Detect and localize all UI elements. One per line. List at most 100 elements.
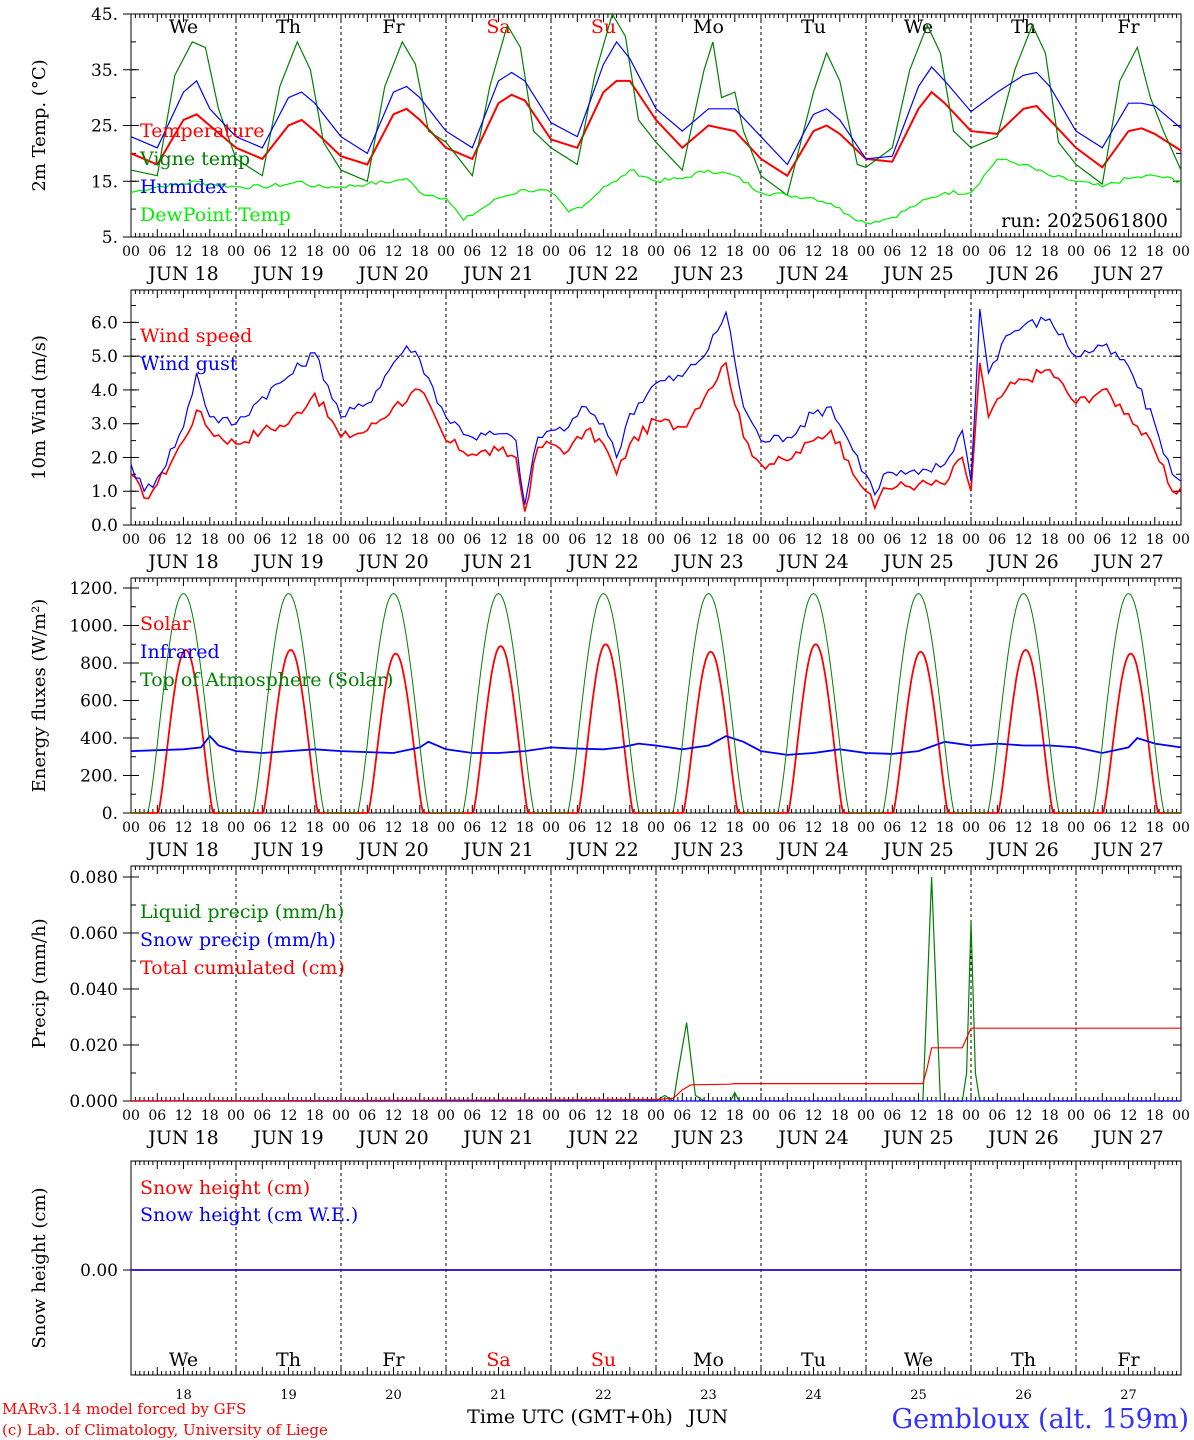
legend-total-cumulated-cm-: Total cumulated (cm) (140, 957, 345, 979)
hour-tick-label: 00 (542, 532, 560, 548)
hour-tick-label: 00 (1172, 532, 1190, 548)
hour-tick-label: 12 (805, 244, 823, 260)
hour-tick-label: 00 (1067, 1108, 1085, 1124)
snow-y-axis-label: Snow height (cm) (29, 1187, 50, 1348)
panel-precip: 0.000 0.020 0.040 0.060 0.080 Precip (mm/h) 00… (29, 865, 1190, 1149)
date-label: JUN 21 (461, 1127, 533, 1149)
hour-tick-label: 12 (385, 532, 403, 548)
hour-tick-label: 00 (647, 532, 665, 548)
hour-tick-label: 18 (201, 532, 219, 548)
hour-tick-label: 18 (621, 244, 639, 260)
energy-y-tick-label: 1200. (69, 579, 118, 599)
date-label: JUN 25 (881, 551, 953, 573)
temperature-series-humidex (130, 40, 1182, 166)
hour-tick-label: 06 (673, 820, 691, 836)
day-name-label: Tu (801, 1349, 826, 1371)
hour-tick-label: 12 (490, 1108, 508, 1124)
day-name-label: Tu (801, 16, 826, 38)
date-label: JUN 19 (251, 839, 323, 861)
hour-tick-label: 18 (726, 820, 744, 836)
date-label: JUN 18 (146, 839, 218, 861)
legend-dewpoint-temp: DewPoint Temp (140, 204, 291, 226)
hour-tick-label: 06 (778, 1108, 796, 1124)
wind-y-axis-label: 10m Wind (m/s) (29, 335, 50, 480)
hour-tick-label: 00 (1067, 532, 1085, 548)
day-name-label: Fr (382, 16, 405, 38)
hour-tick-label: 12 (175, 532, 193, 548)
date-label: JUN 18 (146, 551, 218, 573)
date-label: JUN 22 (566, 551, 638, 573)
wind-series-wind-speed (130, 361, 1182, 512)
hour-tick-label: 00 (332, 244, 350, 260)
hour-tick-label: 00 (962, 1108, 980, 1124)
precip-y-tick-label: 0.080 (69, 868, 118, 888)
hour-tick-label: 12 (175, 1108, 193, 1124)
hour-tick-label: 06 (568, 1108, 586, 1124)
date-label: JUN 25 (881, 839, 953, 861)
hour-tick-label: 06 (1093, 532, 1111, 548)
hour-tick-label: 00 (122, 1108, 140, 1124)
date-label: JUN 23 (671, 551, 743, 573)
hour-tick-label: 18 (936, 1108, 954, 1124)
hour-tick-label: 06 (1093, 1108, 1111, 1124)
hour-tick-label: 06 (568, 532, 586, 548)
snow-x-ticks (130, 1161, 1182, 1375)
hour-tick-label: 00 (437, 532, 455, 548)
legend-wind-gust: Wind gust (140, 353, 238, 375)
hour-tick-label: 18 (411, 820, 429, 836)
hour-tick-label: 06 (358, 820, 376, 836)
day-number-label: 22 (595, 1388, 612, 1403)
hour-tick-label: 00 (122, 244, 140, 260)
hour-tick-label: 12 (1015, 532, 1033, 548)
hour-tick-label: 06 (883, 532, 901, 548)
hour-tick-label: 06 (883, 244, 901, 260)
day-number-label: 27 (1120, 1388, 1137, 1403)
hour-tick-label: 06 (1093, 244, 1111, 260)
hour-tick-label: 18 (831, 244, 849, 260)
hour-tick-label: 12 (1120, 1108, 1138, 1124)
hour-tick-label: 12 (700, 820, 718, 836)
hour-tick-label: 12 (910, 820, 928, 836)
legend-temperature: Temperature (140, 120, 264, 142)
hour-tick-label: 12 (700, 1108, 718, 1124)
hour-tick-label: 12 (805, 820, 823, 836)
energy-y-tick-label: 200. (80, 767, 118, 787)
precip-y-tick-label: 0.040 (69, 980, 118, 1000)
date-label: JUN 22 (566, 263, 638, 285)
hour-tick-label: 00 (227, 532, 245, 548)
hour-tick-label: 12 (595, 820, 613, 836)
hour-tick-label: 00 (1067, 244, 1085, 260)
hour-tick-label: 00 (542, 820, 560, 836)
hour-tick-label: 06 (568, 244, 586, 260)
hour-tick-label: 00 (962, 820, 980, 836)
hour-tick-label: 18 (936, 532, 954, 548)
date-label: JUN 21 (461, 551, 533, 573)
hour-tick-label: 06 (253, 532, 271, 548)
temperature-y-tick-label: 15. (91, 172, 118, 192)
credit-line-2: (c) Lab. of Climatology, University of L… (2, 1421, 328, 1439)
hour-tick-label: 18 (621, 820, 639, 836)
hour-tick-label: 18 (1146, 532, 1164, 548)
hour-tick-label: 06 (148, 532, 166, 548)
station-title: Gembloux (alt. 159m) (892, 1404, 1189, 1435)
date-label: JUN 27 (1091, 263, 1163, 285)
hour-tick-label: 12 (595, 244, 613, 260)
hour-tick-label: 00 (1172, 1108, 1190, 1124)
hour-tick-label: 12 (805, 1108, 823, 1124)
energy-y-tick-label: 400. (80, 729, 118, 749)
energy-y-tick-label: 600. (80, 692, 118, 712)
day-name-label: Su (591, 1349, 616, 1371)
hour-tick-label: 00 (227, 244, 245, 260)
hour-tick-label: 06 (148, 1108, 166, 1124)
hour-tick-label: 00 (437, 244, 455, 260)
hour-tick-label: 00 (227, 1108, 245, 1124)
hour-tick-label: 18 (621, 1108, 639, 1124)
hour-tick-label: 18 (936, 820, 954, 836)
hour-tick-label: 18 (1041, 1108, 1059, 1124)
panel-wind: 0.0 1.0 2.0 3.0 4.0 5.0 6.0 10m Wind (m/s) 00 06 1… (29, 289, 1190, 573)
day-number-label: 19 (280, 1388, 297, 1403)
hour-tick-label: 06 (883, 1108, 901, 1124)
hour-tick-label: 00 (1172, 244, 1190, 260)
legend-top-of-atmosphere-solar-: Top of Atmosphere (Solar) (140, 669, 393, 691)
day-name-label: We (904, 1349, 933, 1371)
